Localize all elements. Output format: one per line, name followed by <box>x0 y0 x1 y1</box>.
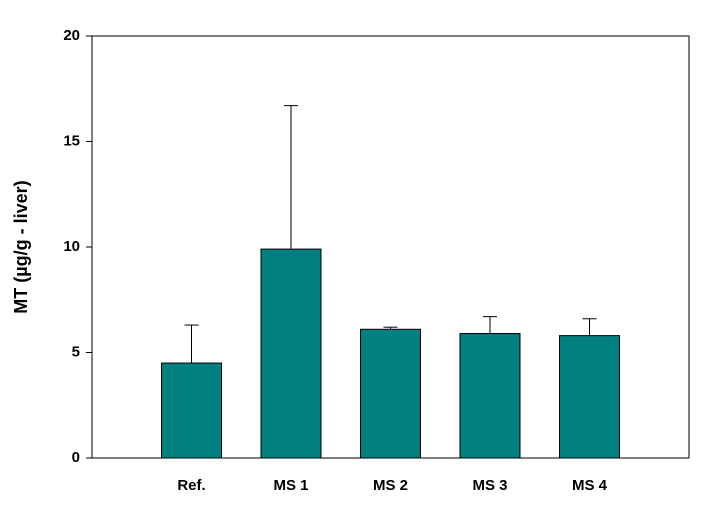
bar <box>260 248 322 459</box>
bar <box>161 362 222 459</box>
y-tick-label: 20 <box>63 27 80 44</box>
x-tick-label: MS 3 <box>472 477 507 494</box>
y-tick-label: 15 <box>63 132 80 149</box>
y-tick-label: 10 <box>63 238 80 255</box>
y-tick-label: 5 <box>72 343 80 360</box>
y-axis-label: MT (µg/g - liver) <box>11 180 31 313</box>
bar <box>360 328 421 459</box>
x-tick-label: MS 4 <box>572 477 608 494</box>
bar <box>459 333 521 459</box>
bar <box>559 335 620 459</box>
x-tick-label: MS 1 <box>273 477 308 494</box>
x-tick-label: Ref. <box>177 477 205 494</box>
y-tick-label: 0 <box>72 449 80 466</box>
x-tick-label: MS 2 <box>373 477 408 494</box>
